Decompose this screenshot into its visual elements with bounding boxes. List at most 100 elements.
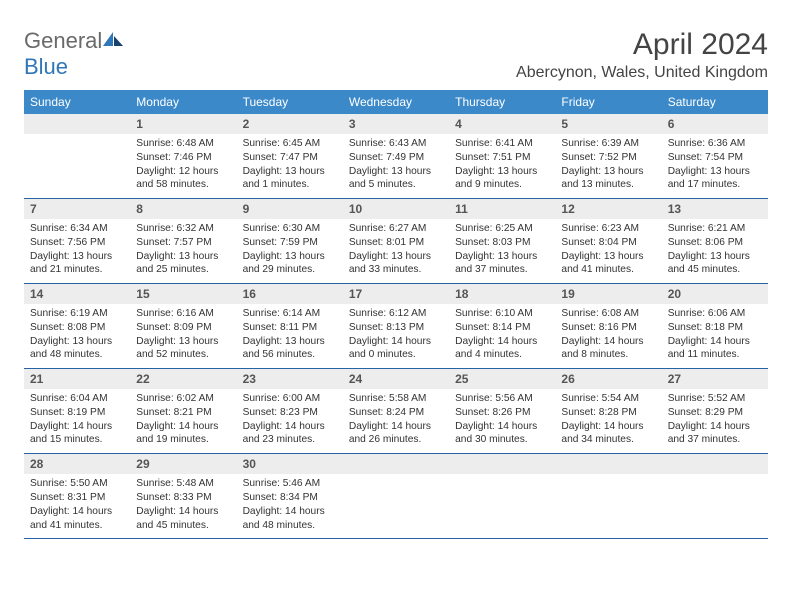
- sunset-text: Sunset: 8:24 PM: [349, 406, 443, 420]
- col-monday: Monday: [130, 90, 236, 114]
- day-number: 9: [237, 199, 343, 220]
- day-cell: Sunrise: 6:12 AMSunset: 8:13 PMDaylight:…: [343, 304, 449, 368]
- day-cell: Sunrise: 6:41 AMSunset: 7:51 PMDaylight:…: [449, 134, 555, 198]
- day-cell: Sunrise: 6:39 AMSunset: 7:52 PMDaylight:…: [555, 134, 661, 198]
- day-number: 26: [555, 369, 661, 390]
- day-cell: Sunrise: 5:52 AMSunset: 8:29 PMDaylight:…: [662, 389, 768, 453]
- sunset-text: Sunset: 7:49 PM: [349, 151, 443, 165]
- sunrise-text: Sunrise: 6:10 AM: [455, 307, 549, 321]
- daylight-text: Daylight: 12 hours and 58 minutes.: [136, 165, 230, 193]
- sunset-text: Sunset: 8:03 PM: [455, 236, 549, 250]
- day-number: 4: [449, 114, 555, 134]
- daylight-text: Daylight: 13 hours and 21 minutes.: [30, 250, 124, 278]
- daylight-text: Daylight: 13 hours and 33 minutes.: [349, 250, 443, 278]
- day-number: 19: [555, 284, 661, 305]
- day-cell: Sunrise: 6:10 AMSunset: 8:14 PMDaylight:…: [449, 304, 555, 368]
- day-number: 21: [24, 369, 130, 390]
- week-daynum-row: 282930: [24, 454, 768, 475]
- day-cell: Sunrise: 5:46 AMSunset: 8:34 PMDaylight:…: [237, 474, 343, 538]
- sunrise-text: Sunrise: 5:46 AM: [243, 477, 337, 491]
- brand-blue: Blue: [24, 54, 68, 79]
- day-header-row: Sunday Monday Tuesday Wednesday Thursday…: [24, 90, 768, 114]
- daylight-text: Daylight: 13 hours and 41 minutes.: [561, 250, 655, 278]
- day-cell: Sunrise: 6:19 AMSunset: 8:08 PMDaylight:…: [24, 304, 130, 368]
- day-cell: Sunrise: 6:23 AMSunset: 8:04 PMDaylight:…: [555, 219, 661, 283]
- col-tuesday: Tuesday: [237, 90, 343, 114]
- sunset-text: Sunset: 8:08 PM: [30, 321, 124, 335]
- week-daynum-row: 14151617181920: [24, 284, 768, 305]
- sunrise-text: Sunrise: 6:36 AM: [668, 137, 762, 151]
- daylight-text: Daylight: 13 hours and 29 minutes.: [243, 250, 337, 278]
- daylight-text: Daylight: 14 hours and 41 minutes.: [30, 505, 124, 533]
- sunrise-text: Sunrise: 5:48 AM: [136, 477, 230, 491]
- day-cell: Sunrise: 6:48 AMSunset: 7:46 PMDaylight:…: [130, 134, 236, 198]
- day-number: 1: [130, 114, 236, 134]
- sunset-text: Sunset: 8:18 PM: [668, 321, 762, 335]
- sunrise-text: Sunrise: 6:48 AM: [136, 137, 230, 151]
- daylight-text: Daylight: 14 hours and 23 minutes.: [243, 420, 337, 448]
- sunrise-text: Sunrise: 6:14 AM: [243, 307, 337, 321]
- sunset-text: Sunset: 7:52 PM: [561, 151, 655, 165]
- sunset-text: Sunset: 8:29 PM: [668, 406, 762, 420]
- daylight-text: Daylight: 14 hours and 30 minutes.: [455, 420, 549, 448]
- week-separator: [24, 538, 768, 539]
- day-cell: Sunrise: 6:06 AMSunset: 8:18 PMDaylight:…: [662, 304, 768, 368]
- sunset-text: Sunset: 8:04 PM: [561, 236, 655, 250]
- sunset-text: Sunset: 8:23 PM: [243, 406, 337, 420]
- daylight-text: Daylight: 13 hours and 5 minutes.: [349, 165, 443, 193]
- sunset-text: Sunset: 8:21 PM: [136, 406, 230, 420]
- sunrise-text: Sunrise: 6:08 AM: [561, 307, 655, 321]
- day-number: 28: [24, 454, 130, 475]
- month-title: April 2024: [516, 28, 768, 62]
- sunrise-text: Sunrise: 6:16 AM: [136, 307, 230, 321]
- day-number: 18: [449, 284, 555, 305]
- daylight-text: Daylight: 14 hours and 48 minutes.: [243, 505, 337, 533]
- sunset-text: Sunset: 8:01 PM: [349, 236, 443, 250]
- col-friday: Friday: [555, 90, 661, 114]
- week-daynum-row: 21222324252627: [24, 369, 768, 390]
- day-number: [662, 454, 768, 475]
- sunset-text: Sunset: 8:34 PM: [243, 491, 337, 505]
- day-number: 24: [343, 369, 449, 390]
- daylight-text: Daylight: 13 hours and 37 minutes.: [455, 250, 549, 278]
- daylight-text: Daylight: 13 hours and 9 minutes.: [455, 165, 549, 193]
- daylight-text: Daylight: 14 hours and 19 minutes.: [136, 420, 230, 448]
- day-cell: Sunrise: 6:43 AMSunset: 7:49 PMDaylight:…: [343, 134, 449, 198]
- week-daynum-row: 123456: [24, 114, 768, 134]
- day-number: 13: [662, 199, 768, 220]
- daylight-text: Daylight: 14 hours and 8 minutes.: [561, 335, 655, 363]
- sunrise-text: Sunrise: 5:50 AM: [30, 477, 124, 491]
- separator-cell: [24, 538, 768, 539]
- calendar-table: Sunday Monday Tuesday Wednesday Thursday…: [24, 90, 768, 539]
- sunrise-text: Sunrise: 6:39 AM: [561, 137, 655, 151]
- day-number: 8: [130, 199, 236, 220]
- daylight-text: Daylight: 14 hours and 0 minutes.: [349, 335, 443, 363]
- sunrise-text: Sunrise: 6:45 AM: [243, 137, 337, 151]
- daylight-text: Daylight: 13 hours and 13 minutes.: [561, 165, 655, 193]
- sunset-text: Sunset: 8:28 PM: [561, 406, 655, 420]
- day-cell: Sunrise: 6:36 AMSunset: 7:54 PMDaylight:…: [662, 134, 768, 198]
- day-cell: [343, 474, 449, 538]
- daylight-text: Daylight: 13 hours and 52 minutes.: [136, 335, 230, 363]
- sunrise-text: Sunrise: 5:52 AM: [668, 392, 762, 406]
- day-number: [555, 454, 661, 475]
- day-cell: [662, 474, 768, 538]
- sunset-text: Sunset: 7:54 PM: [668, 151, 762, 165]
- sunset-text: Sunset: 7:51 PM: [455, 151, 549, 165]
- day-number: [24, 114, 130, 134]
- daylight-text: Daylight: 13 hours and 25 minutes.: [136, 250, 230, 278]
- sunset-text: Sunset: 8:16 PM: [561, 321, 655, 335]
- brand-text: General Blue: [24, 28, 125, 80]
- location-label: Abercynon, Wales, United Kingdom: [516, 64, 768, 82]
- header: General Blue April 2024 Abercynon, Wales…: [24, 28, 768, 82]
- sunrise-text: Sunrise: 6:19 AM: [30, 307, 124, 321]
- sunrise-text: Sunrise: 6:06 AM: [668, 307, 762, 321]
- day-number: 12: [555, 199, 661, 220]
- sunset-text: Sunset: 8:06 PM: [668, 236, 762, 250]
- daylight-text: Daylight: 13 hours and 17 minutes.: [668, 165, 762, 193]
- week-content-row: Sunrise: 6:34 AMSunset: 7:56 PMDaylight:…: [24, 219, 768, 283]
- col-saturday: Saturday: [662, 90, 768, 114]
- sunrise-text: Sunrise: 6:00 AM: [243, 392, 337, 406]
- day-number: 16: [237, 284, 343, 305]
- day-number: 23: [237, 369, 343, 390]
